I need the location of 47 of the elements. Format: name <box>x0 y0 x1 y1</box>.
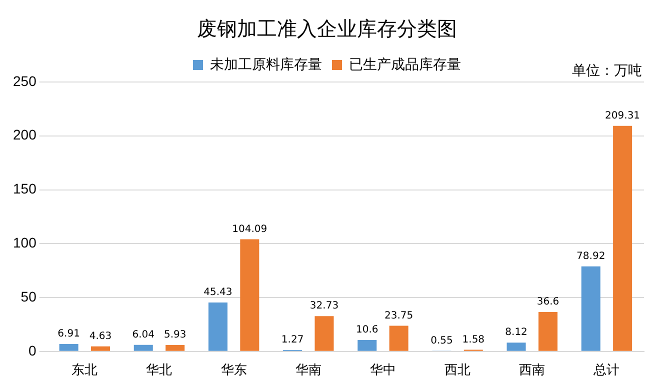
bar <box>538 312 558 351</box>
data-label: 23.75 <box>384 310 414 322</box>
y-tick-label: 50 <box>20 288 37 304</box>
x-tick-label: 华东 <box>220 362 247 377</box>
bar <box>59 344 78 351</box>
data-label: 45.43 <box>204 287 232 298</box>
data-label: 209.31 <box>605 110 640 122</box>
data-label: 8.12 <box>505 327 528 338</box>
x-tick-label: 总计 <box>592 362 620 377</box>
chart-title: 废钢加工准入企业库存分类图 <box>197 18 457 41</box>
bar <box>613 126 632 351</box>
data-label: 104.09 <box>232 224 268 235</box>
x-tick-label: 西南 <box>519 362 546 377</box>
y-tick-label: 150 <box>13 180 37 197</box>
bar <box>389 326 408 351</box>
bar <box>358 340 377 351</box>
data-label: 1.58 <box>462 334 485 346</box>
bar <box>581 266 600 351</box>
data-label: 32.73 <box>310 300 339 312</box>
x-tick-label: 华北 <box>146 362 172 377</box>
bar <box>314 316 334 351</box>
text: 单位：万吨 <box>572 62 642 80</box>
y-tick-label: 0 <box>28 342 37 358</box>
data-label: 36.6 <box>536 296 560 308</box>
legend-label: 未加工原料库存量 <box>210 56 322 72</box>
data-label: 6.04 <box>132 329 155 340</box>
bar <box>208 302 228 351</box>
x-tick-label: 华南 <box>295 362 322 377</box>
y-tick-label: 200 <box>13 126 37 143</box>
bar <box>166 345 185 351</box>
bar <box>134 344 153 351</box>
data-label: 4.63 <box>89 331 112 342</box>
bar <box>506 342 526 351</box>
x-tick-label: 华中 <box>370 362 396 377</box>
data-label: 78.92 <box>576 250 606 262</box>
data-label: 5.93 <box>164 330 186 341</box>
y-tick-label: 250 <box>13 72 37 89</box>
data-label: 1.27 <box>281 334 304 346</box>
data-label: 10.6 <box>356 324 378 336</box>
legend-label: 已生产成品库存量 <box>349 56 461 72</box>
data-label: 6.91 <box>58 328 80 340</box>
bar <box>90 346 110 351</box>
bar <box>240 239 260 351</box>
x-tick-label: 西北 <box>444 362 471 377</box>
y-tick-label: 100 <box>13 234 37 250</box>
x-tick-label: 东北 <box>72 362 98 377</box>
data-label: 0.55 <box>430 335 453 346</box>
